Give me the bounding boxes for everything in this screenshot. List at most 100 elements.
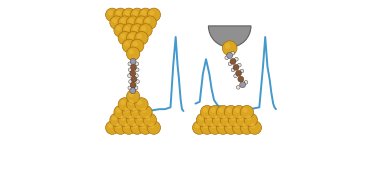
Circle shape: [122, 24, 136, 37]
Circle shape: [244, 113, 257, 127]
Circle shape: [233, 64, 239, 70]
Circle shape: [133, 10, 138, 16]
Circle shape: [122, 121, 136, 134]
Circle shape: [218, 123, 224, 128]
Circle shape: [129, 115, 134, 121]
Circle shape: [118, 113, 132, 127]
Circle shape: [131, 76, 137, 82]
Circle shape: [118, 31, 132, 45]
Circle shape: [137, 115, 142, 121]
Circle shape: [143, 113, 156, 127]
Circle shape: [112, 115, 117, 121]
Circle shape: [225, 43, 231, 49]
Circle shape: [211, 123, 216, 128]
Circle shape: [133, 123, 138, 128]
Circle shape: [207, 115, 212, 121]
Circle shape: [135, 16, 148, 29]
Circle shape: [135, 98, 148, 111]
Circle shape: [127, 98, 140, 111]
Circle shape: [130, 105, 144, 119]
Circle shape: [235, 123, 240, 128]
Circle shape: [130, 70, 136, 76]
Circle shape: [211, 108, 216, 113]
Circle shape: [224, 105, 238, 119]
Circle shape: [141, 108, 146, 113]
Circle shape: [124, 26, 130, 31]
Circle shape: [240, 105, 254, 119]
Circle shape: [105, 121, 119, 134]
Circle shape: [127, 16, 140, 29]
Circle shape: [149, 10, 155, 16]
Circle shape: [135, 31, 148, 45]
Circle shape: [195, 123, 200, 128]
Circle shape: [203, 108, 208, 113]
Circle shape: [248, 121, 262, 134]
Circle shape: [228, 62, 232, 66]
Circle shape: [141, 26, 146, 31]
Circle shape: [240, 121, 254, 134]
Circle shape: [121, 18, 125, 23]
Circle shape: [128, 68, 132, 72]
Circle shape: [114, 8, 127, 21]
Circle shape: [124, 123, 130, 128]
Circle shape: [134, 86, 138, 90]
Circle shape: [116, 26, 121, 31]
Wedge shape: [208, 26, 251, 47]
Circle shape: [133, 108, 138, 113]
Circle shape: [208, 121, 222, 134]
Circle shape: [130, 88, 136, 94]
Circle shape: [139, 8, 152, 21]
Circle shape: [208, 105, 222, 119]
Circle shape: [116, 10, 121, 16]
Circle shape: [220, 113, 234, 127]
Circle shape: [118, 16, 132, 29]
Circle shape: [141, 123, 146, 128]
Circle shape: [139, 24, 152, 37]
Circle shape: [127, 90, 140, 103]
Circle shape: [237, 63, 241, 67]
Circle shape: [129, 49, 134, 54]
Circle shape: [143, 16, 156, 29]
Circle shape: [228, 113, 242, 127]
Circle shape: [231, 68, 235, 72]
Circle shape: [215, 115, 220, 121]
Circle shape: [114, 105, 127, 119]
Circle shape: [128, 74, 131, 78]
Circle shape: [130, 8, 144, 21]
Circle shape: [204, 113, 218, 127]
Circle shape: [114, 121, 127, 134]
Circle shape: [137, 18, 142, 23]
Circle shape: [240, 82, 246, 88]
Circle shape: [122, 8, 136, 21]
Circle shape: [108, 123, 113, 128]
Circle shape: [124, 41, 130, 47]
Circle shape: [124, 108, 130, 113]
Circle shape: [114, 24, 127, 37]
Circle shape: [231, 115, 235, 121]
Circle shape: [149, 123, 155, 128]
Circle shape: [235, 70, 242, 76]
Circle shape: [137, 100, 142, 105]
Circle shape: [127, 31, 140, 45]
Circle shape: [141, 10, 146, 16]
Circle shape: [130, 64, 136, 70]
Circle shape: [121, 34, 125, 39]
Circle shape: [199, 115, 204, 121]
Circle shape: [139, 121, 152, 134]
Circle shape: [130, 24, 144, 37]
Circle shape: [197, 113, 210, 127]
Circle shape: [235, 108, 240, 113]
Circle shape: [232, 121, 246, 134]
Circle shape: [146, 18, 150, 23]
Circle shape: [121, 115, 125, 121]
Circle shape: [236, 113, 249, 127]
Circle shape: [225, 56, 229, 60]
Circle shape: [234, 57, 238, 61]
Circle shape: [226, 108, 232, 113]
Circle shape: [135, 74, 138, 78]
Circle shape: [116, 123, 121, 128]
Circle shape: [129, 80, 132, 83]
Circle shape: [105, 8, 119, 21]
Circle shape: [218, 108, 224, 113]
Circle shape: [146, 115, 150, 121]
